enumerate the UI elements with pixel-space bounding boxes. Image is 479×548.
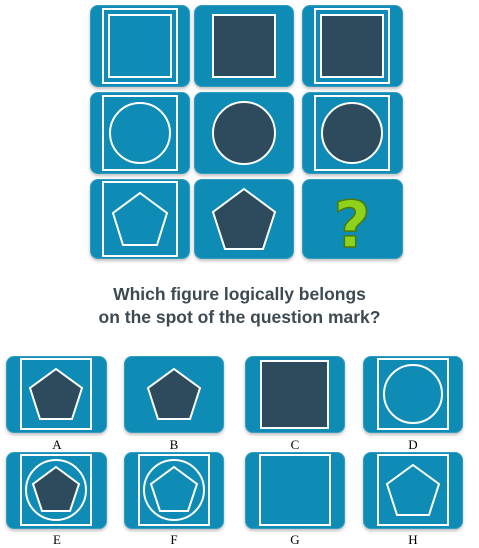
option-g-label: G	[290, 532, 300, 547]
frame-filled-circle-icon	[314, 95, 390, 171]
frame-outline-pentagon-icon	[102, 181, 178, 257]
question-text: Which figure logically belongs on the sp…	[0, 283, 479, 329]
filled-square-icon	[260, 360, 329, 429]
grid-cell-r2c3	[302, 92, 403, 174]
option-a[interactable]	[6, 356, 107, 433]
option-f[interactable]	[124, 452, 224, 529]
option-e[interactable]	[6, 452, 107, 529]
frame-filled-pentagon-icon	[20, 358, 92, 430]
filled-square-icon	[212, 14, 276, 78]
option-b[interactable]	[124, 356, 224, 433]
filled-circle-icon	[212, 101, 276, 165]
option-d-label: D	[408, 437, 418, 452]
double-frame-icon	[102, 8, 178, 84]
option-c[interactable]	[245, 356, 345, 433]
frame-outline-pentagon-icon	[377, 454, 449, 526]
frame-outline-circle-icon	[102, 95, 178, 171]
grid-cell-r3c1	[90, 179, 190, 259]
filled-pentagon-icon	[146, 367, 202, 420]
frame-circle-filled-pentagon-icon	[20, 454, 92, 526]
frame-filled-square-icon	[314, 8, 390, 84]
option-f-label: F	[170, 532, 178, 547]
option-a-label: A	[52, 437, 62, 452]
question-line-2: on the spot of the question mark?	[98, 307, 381, 327]
grid-cell-r2c2	[194, 92, 294, 174]
question-mark-icon: ?	[333, 188, 372, 259]
frame-outline-circle-icon	[377, 358, 449, 430]
grid-cell-r1c1	[90, 5, 190, 87]
frame-empty-icon	[259, 454, 331, 526]
option-h-label: H	[408, 532, 418, 547]
question-line-1: Which figure logically belongs	[113, 284, 366, 304]
grid-cell-r1c3	[302, 5, 403, 87]
option-e-label: E	[53, 532, 61, 547]
option-h[interactable]	[363, 452, 463, 529]
question-mark-glyph: ?	[333, 189, 370, 259]
option-b-label: B	[169, 437, 179, 452]
option-c-label: C	[290, 437, 300, 452]
filled-pentagon-icon	[211, 187, 277, 250]
grid-cell-r1c2	[194, 5, 294, 87]
grid-cell-missing: ?	[302, 179, 403, 259]
frame-circle-outline-pentagon-icon	[138, 454, 210, 526]
option-d[interactable]	[363, 356, 463, 433]
option-g[interactable]	[245, 452, 345, 529]
grid-cell-r3c2	[194, 179, 294, 259]
grid-cell-r2c1	[90, 92, 190, 174]
